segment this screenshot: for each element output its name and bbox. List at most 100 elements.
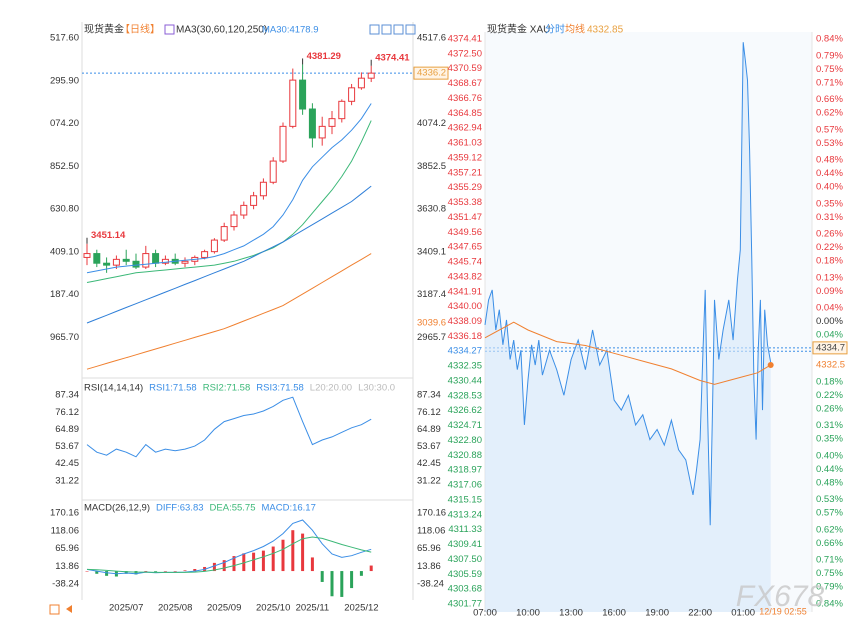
price-tag: 4336.2 xyxy=(417,68,446,79)
candle-body xyxy=(132,260,140,268)
y-tick-label: 4338.09 xyxy=(448,316,482,327)
y-tick-label: 4340.00 xyxy=(448,301,482,312)
y-tick-label: 4305.59 xyxy=(448,569,482,580)
y2-tick-label: 13.86 xyxy=(417,561,441,572)
tool-button[interactable] xyxy=(49,604,60,615)
legend-entry: L30:30.0 xyxy=(358,383,395,394)
legend-entry: DEA:55.75 xyxy=(210,503,256,514)
y2-tick-label: 0.18% xyxy=(816,255,843,266)
cursor-time: 12/19 02:55 xyxy=(759,606,807,616)
y-tick-label: 4366.76 xyxy=(448,93,482,104)
y-tick-label: 4324.71 xyxy=(448,420,482,431)
candle-body xyxy=(93,253,101,264)
series-name[interactable]: 分时 xyxy=(545,24,565,36)
x-tick-label: 10:00 xyxy=(516,608,540,619)
y2-tick-label: 3409.1 xyxy=(417,246,446,257)
y-tick-label: 852.50 xyxy=(50,161,79,172)
period[interactable]: 【日线】 xyxy=(120,23,160,36)
y-tick-label: 4318.97 xyxy=(448,465,482,476)
x-tick-label: 2025/08 xyxy=(158,603,192,614)
y-tick-label: 4328.53 xyxy=(448,390,482,401)
x-tick-label: 01:00 xyxy=(731,608,755,619)
y2-tick-label: 118.06 xyxy=(417,525,445,536)
y-tick-label: 187.40 xyxy=(50,289,79,300)
chart-title: 现货黄金 xyxy=(84,23,124,36)
plots: 517.60 295.90 074.20 852.50 630.80 409.10 187.… xyxy=(50,25,848,619)
y-tick-label: 4334.27 xyxy=(448,346,482,357)
macd-bar xyxy=(134,571,138,575)
y2-tick-label: 0.35% xyxy=(816,434,843,445)
x-tick-label: 19:00 xyxy=(645,608,669,619)
tool-button[interactable] xyxy=(381,24,392,35)
panel-title: MACD(26,12,9) xyxy=(84,503,150,514)
candle-body xyxy=(152,253,160,264)
x-tick-label: 2025/11 xyxy=(296,603,330,614)
y2-tick-label: 0.31% xyxy=(816,420,843,431)
tool-button[interactable] xyxy=(393,24,404,35)
y2-tick-label: 3187.4 xyxy=(417,289,446,300)
y-tick-label: 4343.82 xyxy=(448,271,482,282)
y2-tick-label: 3852.5 xyxy=(417,161,446,172)
macd-bar xyxy=(369,565,373,572)
y-tick-label: 4332.35 xyxy=(448,361,482,372)
ma-line xyxy=(86,185,372,324)
y2-tick-label: 0.75% xyxy=(816,568,843,579)
y2-tick-label: 0.04% xyxy=(816,329,843,340)
macd-line xyxy=(86,536,372,573)
y2-tick-label: 53.67 xyxy=(417,441,441,452)
macd-bar xyxy=(281,539,285,572)
candle-body xyxy=(259,181,267,197)
y2-tick-label: 0.09% xyxy=(816,286,843,297)
candle-body xyxy=(122,258,130,262)
y2-tick-label: 0.40% xyxy=(816,451,843,462)
candle-body xyxy=(269,160,277,183)
y-tick-label: 4370.59 xyxy=(448,63,482,74)
macd-bar xyxy=(340,571,344,597)
candle-body xyxy=(181,260,189,264)
indicator-icon[interactable] xyxy=(164,24,175,35)
high-label: 4374.41 xyxy=(375,52,410,63)
macd-bar xyxy=(232,556,236,572)
y2-tick-label: 87.34 xyxy=(417,390,441,401)
y2-tick-label: 0.48% xyxy=(816,155,843,166)
last-price: 4332.85 xyxy=(587,25,624,36)
candle-body xyxy=(357,77,365,89)
y-tick-label: 4361.03 xyxy=(448,138,482,149)
macd-bar xyxy=(144,571,148,572)
y-tick-label: 074.20 xyxy=(50,118,79,129)
macd-bar xyxy=(222,560,226,572)
macd-bar xyxy=(271,546,275,572)
y2-tick-label: 0.79% xyxy=(816,582,843,593)
macd-bar xyxy=(301,533,305,572)
candle-body xyxy=(230,214,238,228)
candle-body xyxy=(318,125,326,139)
last-point xyxy=(767,361,774,368)
y-tick-label: 4326.62 xyxy=(448,405,482,416)
y2-tick-label: 0.71% xyxy=(816,555,843,566)
y2-tick-label: 0.66% xyxy=(816,94,843,105)
y-tick-label: 4301.77 xyxy=(448,599,482,610)
macd-bar xyxy=(105,571,109,576)
y2-tick-label: 0.44% xyxy=(816,168,843,179)
y2-tick-label: 0.22% xyxy=(816,242,843,253)
y-tick-label: 64.89 xyxy=(55,424,79,435)
macd-bar xyxy=(212,562,216,572)
y2-tick-label: 31.22 xyxy=(417,475,441,486)
legend-entry: RSI2:71.58 xyxy=(203,383,251,394)
tool-button[interactable] xyxy=(66,605,72,613)
y2-tick-label: 4517.6 xyxy=(417,33,446,44)
ma-line xyxy=(86,120,372,283)
tool-button[interactable] xyxy=(405,24,416,35)
indicator[interactable]: MA3(30,60,120,250) xyxy=(176,25,267,36)
tool-button[interactable] xyxy=(369,24,380,35)
series-name[interactable]: 均线 xyxy=(565,23,585,36)
legend-entry: DIFF:63.83 xyxy=(156,503,204,514)
macd-bar xyxy=(154,571,158,572)
y-tick-label: 4351.47 xyxy=(448,212,482,223)
y-tick-label: 4374.41 xyxy=(448,34,482,45)
y-tick-label: 4355.29 xyxy=(448,182,482,193)
candle-body xyxy=(161,258,169,264)
high-label: 3451.14 xyxy=(91,230,126,241)
y2-tick-label: 0.00% xyxy=(816,316,843,327)
macd-bar xyxy=(320,571,324,582)
